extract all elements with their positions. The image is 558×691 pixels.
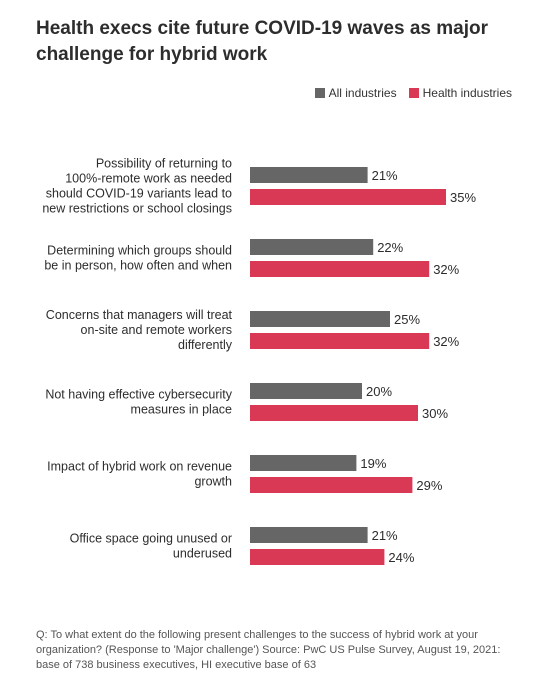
legend-item-health-industries: Health industries bbox=[408, 86, 512, 100]
legend-swatch-health-industries bbox=[408, 88, 419, 98]
chart-footnote: Q: To what extent do the following prese… bbox=[36, 629, 501, 671]
data-label-health-industries: 35% bbox=[450, 190, 476, 205]
legend-item-all-industries: All industries bbox=[314, 86, 397, 100]
category-label: Office space going unused or underused bbox=[70, 532, 232, 561]
data-label-health-industries: 30% bbox=[422, 406, 448, 421]
data-label-all-industries: 21% bbox=[372, 168, 398, 183]
bar-all-industries bbox=[250, 455, 357, 471]
bar-health-industries bbox=[250, 549, 385, 565]
data-label-all-industries: 22% bbox=[377, 240, 403, 255]
bar-all-industries bbox=[250, 527, 368, 543]
category-label: Determining which groups should be in per… bbox=[44, 244, 232, 273]
legend-label-all-industries: All industries bbox=[328, 86, 397, 100]
data-label-all-industries: 25% bbox=[394, 312, 420, 327]
bar-all-industries bbox=[250, 311, 390, 327]
data-label-all-industries: 19% bbox=[360, 456, 386, 471]
data-label-health-industries: 29% bbox=[416, 478, 442, 493]
bar-health-industries bbox=[250, 333, 430, 349]
data-label-health-industries: 24% bbox=[388, 550, 414, 565]
category-label: Not having effective cybersecurity measur… bbox=[45, 388, 232, 417]
bar-health-industries bbox=[250, 477, 413, 493]
data-label-all-industries: 21% bbox=[372, 528, 398, 543]
category-label: Concerns that managers will treat on-site… bbox=[46, 308, 233, 352]
bar-all-industries bbox=[250, 167, 368, 183]
legend-swatch-all-industries bbox=[314, 88, 325, 98]
bar-all-industries bbox=[250, 383, 362, 399]
legend-label-health-industries: Health industries bbox=[422, 86, 512, 100]
chart-legend: All industries Health industries bbox=[314, 86, 512, 100]
bar-health-industries bbox=[250, 405, 418, 421]
bar-health-industries bbox=[250, 189, 446, 205]
data-label-health-industries: 32% bbox=[433, 334, 459, 349]
category-label: Possibility of returning to 100%-remote w… bbox=[42, 157, 232, 216]
data-label-health-industries: 32% bbox=[433, 262, 459, 277]
category-label: Impact of hybrid work on revenue growth bbox=[47, 460, 232, 489]
bar-health-industries bbox=[250, 261, 430, 277]
bar-all-industries bbox=[250, 239, 374, 255]
data-label-all-industries: 20% bbox=[366, 384, 392, 399]
chart-title: Health execs cite future COVID-19 waves … bbox=[36, 18, 488, 65]
